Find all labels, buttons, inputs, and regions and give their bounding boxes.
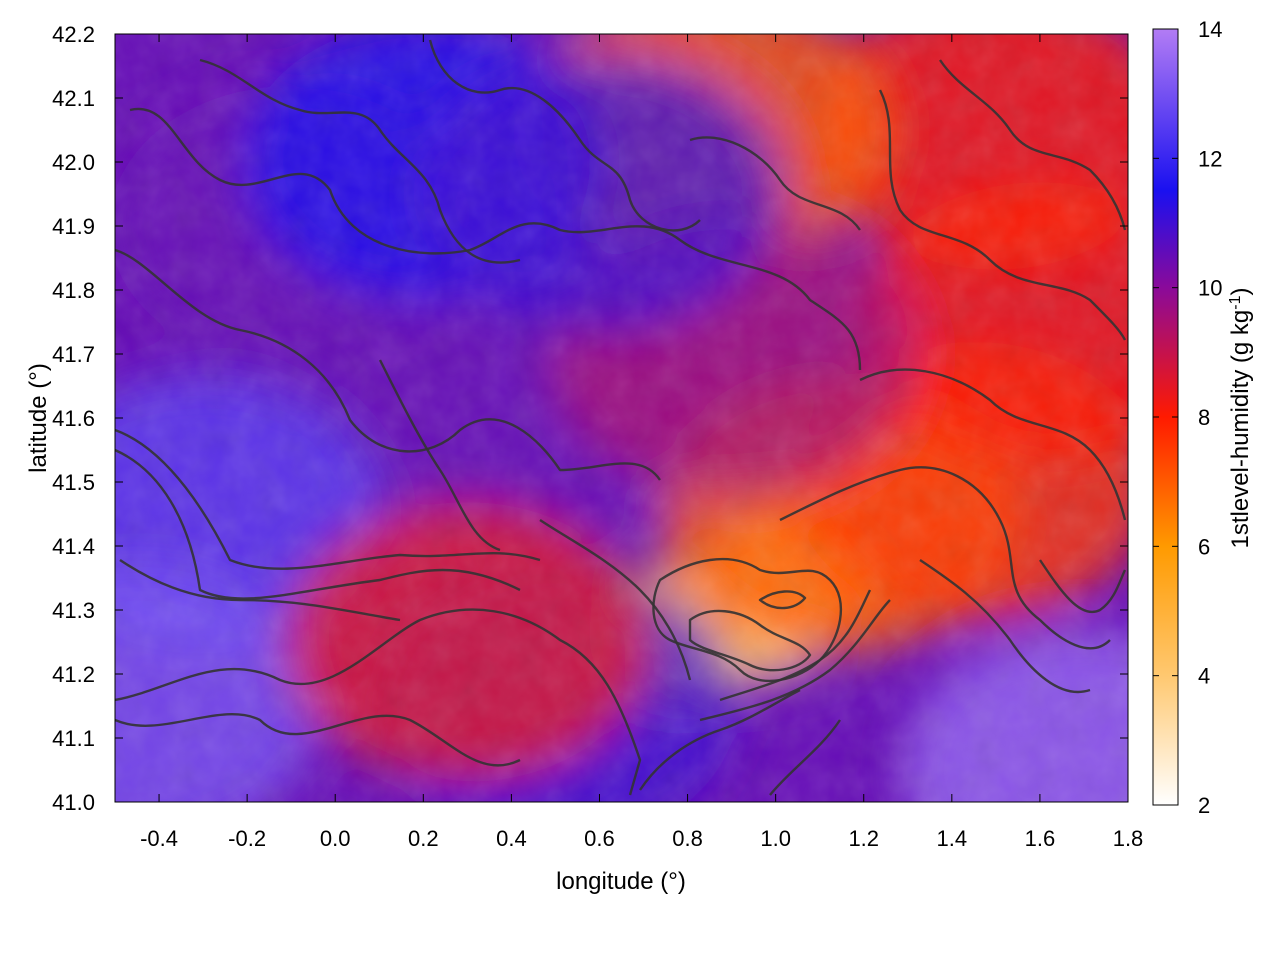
- x-tick-label: 0.0: [320, 826, 351, 851]
- y-tick-label: 41.1: [52, 726, 95, 751]
- colorbar: 2 4 6 8 10 12 14 1stlevel-humidity (g kg-1): [1152, 17, 1255, 818]
- x-tick-label: -0.2: [228, 826, 266, 851]
- colorbar-tick-label: 12: [1198, 146, 1222, 171]
- colorbar-ticks: 2 4 6 8 10 12 14: [1153, 17, 1222, 818]
- y-tick-label: 41.2: [52, 662, 95, 687]
- x-tick-label: 1.0: [760, 826, 791, 851]
- y-axis: 41.0 41.1 41.2 41.3 41.4 41.5 41.6 41.7 41.8 41.9…: [52, 22, 1128, 815]
- y-tick-label: 41.5: [52, 470, 95, 495]
- x-tick-label: 1.2: [848, 826, 879, 851]
- colorbar-title: 1stlevel-humidity (g kg-1): [1227, 288, 1255, 549]
- x-tick-label: 1.6: [1025, 826, 1056, 851]
- x-tick-label: 0.4: [496, 826, 527, 851]
- y-tick-label: 41.0: [52, 790, 95, 815]
- y-tick-label: 41.4: [52, 534, 95, 559]
- y-tick-label: 41.7: [52, 342, 95, 367]
- x-tick-label: 0.2: [408, 826, 439, 851]
- colorbar-tick-label: 4: [1198, 664, 1210, 689]
- y-tick-label: 41.9: [52, 214, 95, 239]
- x-axis: -0.4 -0.2 0.0 0.2 0.4 0.6 0.8 1.0 1.2 1.4 1.6 1.8: [140, 34, 1143, 851]
- x-tick-label: 1.8: [1113, 826, 1144, 851]
- y-tick-label: 41.6: [52, 406, 95, 431]
- y-axis-title: latitude (°): [25, 363, 52, 473]
- x-tick-label: -0.4: [140, 826, 178, 851]
- y-tick-label: 42.0: [52, 150, 95, 175]
- x-tick-label: 1.4: [937, 826, 968, 851]
- terrain-contours: [115, 39, 1127, 796]
- colorbar-tick-label: 2: [1198, 793, 1210, 818]
- colorbar-tick-label: 10: [1198, 276, 1222, 301]
- colorbar-tick-label: 8: [1198, 405, 1210, 430]
- x-tick-label: 0.6: [584, 826, 615, 851]
- y-tick-label: 42.2: [52, 22, 95, 47]
- y-tick-label: 42.1: [52, 86, 95, 111]
- plot-axes: -0.4 -0.2 0.0 0.2 0.4 0.6 0.8 1.0 1.2 1.4 1.6 1.8 4…: [52, 22, 1143, 851]
- y-tick-label: 41.3: [52, 598, 95, 623]
- humidity-field: [115, 34, 1128, 802]
- x-axis-title: longitude (°): [556, 868, 686, 895]
- y-tick-label: 41.8: [52, 278, 95, 303]
- colorbar-tick-label: 6: [1198, 534, 1210, 559]
- x-tick-label: 0.8: [672, 826, 703, 851]
- colorbar-tick-label: 14: [1198, 17, 1222, 42]
